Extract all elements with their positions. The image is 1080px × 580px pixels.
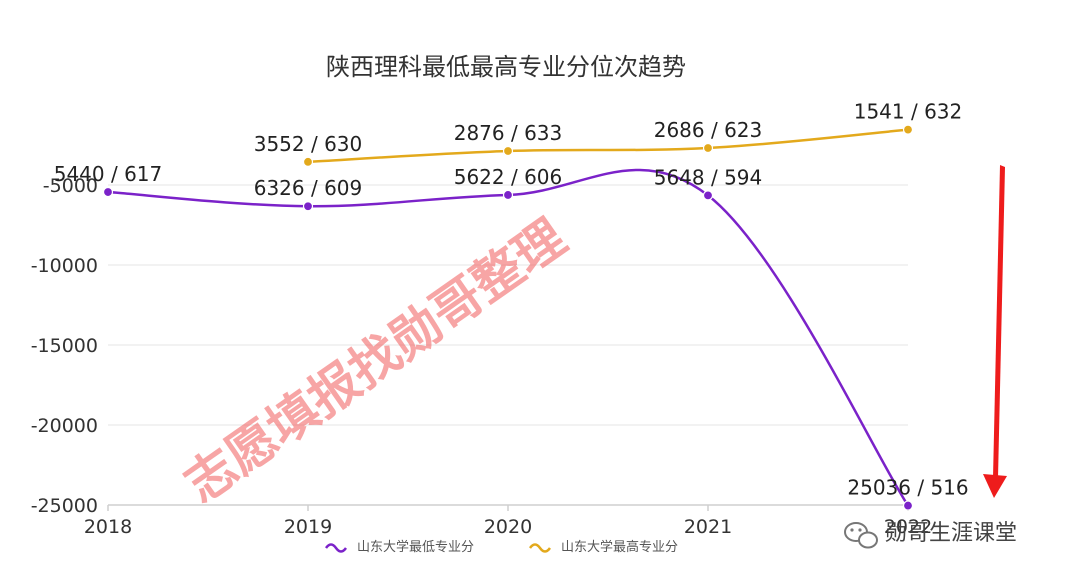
data-point[interactable] [902, 124, 914, 135]
data-point[interactable] [302, 201, 314, 212]
legend-label-max: 山东大学最高专业分 [561, 539, 678, 555]
data-label: 3552 / 630 [254, 132, 363, 156]
x-tick-label: 2020 [484, 516, 532, 538]
data-label: 2686 / 623 [654, 118, 763, 142]
data-point[interactable] [702, 142, 714, 154]
legend-item-max[interactable]: 山东大学最高专业分 [528, 539, 678, 555]
data-point[interactable] [502, 189, 514, 201]
watermark-text: 志愿填报找勋哥整理 [174, 208, 576, 514]
legend-item-min[interactable]: 山东大学最低专业分 [324, 539, 474, 555]
legend[interactable]: 山东大学最低专业分 山东大学最高专业分 [324, 539, 678, 555]
y-tick-label: -10000 [31, 255, 98, 277]
data-label: 5622 / 606 [454, 165, 563, 189]
legend-label-min: 山东大学最低专业分 [357, 539, 474, 555]
series-line-1 [307, 128, 909, 164]
wechat-icon [844, 522, 878, 549]
legend-swatch-max [528, 543, 552, 553]
data-label: 25036 / 516 [847, 476, 968, 500]
series-lines [107, 128, 910, 507]
brand-text: 勋哥生涯课堂 [885, 521, 1017, 546]
legend-swatch-min [324, 543, 348, 553]
data-point[interactable] [302, 156, 314, 167]
data-label: 1541 / 632 [854, 100, 963, 124]
x-tick-label: 2022 [884, 516, 932, 538]
data-label: 6326 / 609 [254, 176, 363, 200]
x-tick-label: 2018 [84, 516, 132, 538]
data-labels: 5440 / 617 6326 / 609 5622 / 606 5648 / 594… [54, 100, 969, 500]
data-point[interactable] [902, 500, 914, 511]
y-tick-label: -15000 [31, 335, 98, 357]
y-tick-label: -20000 [31, 415, 98, 437]
data-point[interactable] [502, 145, 514, 157]
y-axis-ticks: -5000 -10000 -15000 -20000 -25000 [31, 175, 98, 517]
data-label: 5648 / 594 [654, 165, 763, 189]
data-label: 2876 / 633 [454, 121, 563, 145]
brand-badge: 勋哥生涯课堂 [844, 521, 1017, 549]
chart-title: 陕西理科最低最高专业分位次趋势 [326, 53, 686, 81]
x-axis-ticks: 2018 2019 2020 2021 2022 [84, 505, 932, 538]
grid-lines [108, 184, 908, 426]
red-down-arrow [983, 165, 1007, 498]
series-line-0 [107, 168, 910, 507]
data-point[interactable] [102, 186, 114, 198]
data-label: 5440 / 617 [54, 162, 163, 186]
data-points [102, 124, 914, 511]
y-tick-label: -5000 [43, 175, 98, 197]
y-tick-label: -25000 [31, 495, 98, 517]
x-tick-label: 2019 [284, 516, 332, 538]
x-tick-label: 2021 [684, 516, 732, 538]
data-point[interactable] [702, 190, 714, 201]
